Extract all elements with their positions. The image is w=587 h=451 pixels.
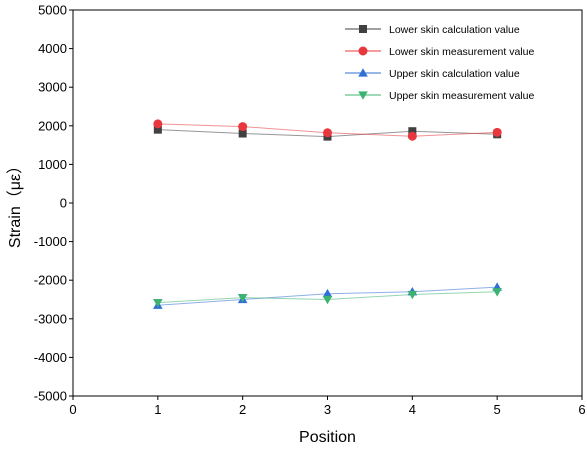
data-point (492, 127, 502, 137)
x-tick-label: 0 (69, 402, 76, 417)
x-tick-label: 6 (578, 402, 585, 417)
y-tick-label: -2000 (34, 273, 67, 288)
data-point (153, 119, 163, 129)
x-tick-label: 2 (239, 402, 246, 417)
data-point (359, 25, 367, 33)
y-tick-label: 2000 (38, 118, 67, 133)
x-tick-label: 5 (494, 402, 501, 417)
y-tick-label: -5000 (34, 389, 67, 404)
x-tick-label: 3 (324, 402, 331, 417)
y-tick-label: -1000 (34, 234, 67, 249)
data-point (492, 288, 502, 297)
series-2 (153, 282, 502, 309)
data-point (153, 125, 162, 134)
data-point (238, 122, 248, 132)
legend-label: Lower skin calculation value (389, 24, 520, 36)
legend-label: Lower skin measurement value (389, 46, 534, 58)
legend-item: Upper skin calculation value (345, 68, 520, 80)
data-point (407, 131, 417, 141)
data-point (322, 288, 333, 298)
legend: Lower skin calculation value Lower skin m… (345, 24, 534, 102)
data-point (358, 91, 368, 100)
x-axis-title: Position (299, 429, 356, 446)
y-tick-label: 4000 (38, 41, 67, 56)
series-1 (153, 119, 502, 141)
x-tick-label: 1 (154, 402, 161, 417)
data-point (408, 127, 417, 136)
data-point (407, 290, 418, 300)
data-point (322, 295, 333, 305)
y-axis-title: Strain（με） (6, 158, 24, 248)
legend-item: Lower skin measurement value (345, 46, 534, 58)
axes: 0 1 2 3 4 5 6 -5000 -4000 -3000 -2000 -1000 0 1000 200… (34, 3, 586, 418)
y-tick-label: 1000 (38, 157, 67, 172)
series-3 (153, 288, 502, 308)
y-tick-label: 5000 (38, 3, 67, 18)
data-point (358, 46, 368, 56)
series-layer (153, 119, 502, 309)
data-point (238, 129, 247, 138)
legend-item: Lower skin calculation value (345, 24, 520, 36)
legend-item: Upper skin measurement value (345, 90, 534, 102)
data-point (323, 128, 332, 138)
y-tick-label: -3000 (34, 311, 67, 326)
data-point (153, 298, 163, 308)
legend-label: Upper skin measurement value (389, 90, 534, 102)
data-point (358, 68, 368, 77)
data-point (237, 293, 248, 303)
y-tick-label: 0 (60, 196, 67, 211)
legend-label: Upper skin calculation value (389, 68, 520, 80)
y-tick-label: -4000 (34, 350, 67, 365)
y-tick-label: 3000 (38, 80, 67, 95)
x-tick-label: 4 (409, 402, 416, 417)
